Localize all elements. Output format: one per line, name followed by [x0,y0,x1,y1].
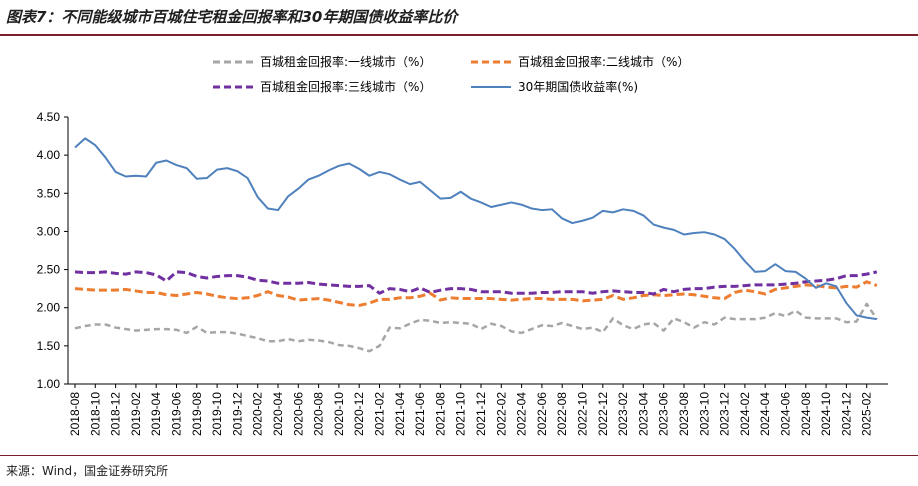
x-tick-label: 2023-04 [636,392,650,436]
source-divider [0,455,918,456]
x-tick-label: 2024-12 [839,392,853,436]
y-tick-label: 4.50 [37,110,61,124]
x-tick-label: 2023-10 [697,392,711,436]
x-tick-label: 2020-12 [352,392,366,436]
x-tick-label: 2021-12 [474,392,488,436]
x-tick-label: 2021-04 [393,392,407,436]
x-tick-label: 2020-10 [332,392,346,436]
x-tick-label: 2022-12 [596,392,610,436]
x-tick-label: 2021-06 [413,392,427,436]
x-tick-label: 2019-08 [190,392,204,436]
series-bond-line [74,137,877,321]
x-tick-label: 2024-10 [819,392,833,436]
x-tick-label: 2022-04 [515,392,529,436]
x-tick-label: 2024-08 [799,392,813,436]
figure-title: 图表7：不同能级城市百城住宅租金回报率和30年期国债收益率比价 [6,8,458,26]
x-tick-label: 2023-06 [657,392,671,436]
x-tick-label: 2019-04 [149,392,163,436]
x-tick-label: 2020-06 [291,392,305,436]
y-tick-label: 2.00 [37,301,61,315]
x-tick-label: 2020-08 [312,392,326,436]
x-tick-label: 2018-10 [88,392,102,436]
source-note: 来源：Wind，国金证券研究所 [6,464,169,478]
y-tick-label: 3.50 [37,186,61,200]
x-tick-label: 2024-06 [779,392,793,436]
x-tick-label: 2019-02 [129,392,143,436]
x-tick-label: 2024-02 [738,392,752,436]
legend-label-tier3: 百城租金回报率:三线城市（%） [260,79,431,94]
legend-label-tier2: 百城租金回报率:二线城市（%） [518,54,689,69]
x-tick-label: 2022-02 [494,392,508,436]
x-tick-label: 2019-10 [210,392,224,436]
legend-label-tier1: 百城租金回报率:一线城市（%） [260,54,431,69]
axes: 1.00 1.50 2.00 2.50 3.00 3.50 4.00 4.50 2018-08 2… [37,110,888,436]
x-tick-label: 2022-10 [576,392,590,436]
series-tier1-line [74,302,878,353]
y-tick-label: 4.00 [37,148,61,162]
x-tick-label: 2022-08 [555,392,569,436]
legend: 百城租金回报率:一线城市（%） 百城租金回报率:二线城市（%） 百城租金回报率:… [213,54,689,94]
x-tick-label: 2025-02 [860,392,874,436]
x-tick-label: 2018-08 [68,392,82,436]
x-tick-label: 2019-12 [230,392,244,436]
x-tick-label: 2022-06 [535,392,549,436]
x-tick-label: 2024-04 [758,392,772,436]
x-tick-label: 2019-06 [170,392,184,436]
legend-label-bond: 30年期国债收益率(%) [518,79,638,94]
x-tick-label: 2020-02 [251,392,265,436]
y-tick-label: 3.00 [37,224,61,238]
x-tick-label: 2021-10 [454,392,468,436]
y-tick-label: 1.00 [37,377,61,391]
x-tick-label: 2020-04 [271,392,285,436]
title-divider [0,34,918,36]
series-group [74,137,878,353]
x-tick-label: 2018-12 [109,392,123,436]
x-tick-label: 2023-02 [616,392,630,436]
x-tick-label: 2023-12 [718,392,732,436]
y-tick-label: 2.50 [37,263,61,277]
y-tick-label: 1.50 [37,339,61,353]
series-tier2-line [74,280,878,307]
series-tier3-line [74,270,878,296]
x-tick-label: 2021-08 [433,392,447,436]
x-tick-label: 2023-08 [677,392,691,436]
x-tick-label: 2021-02 [373,392,387,436]
